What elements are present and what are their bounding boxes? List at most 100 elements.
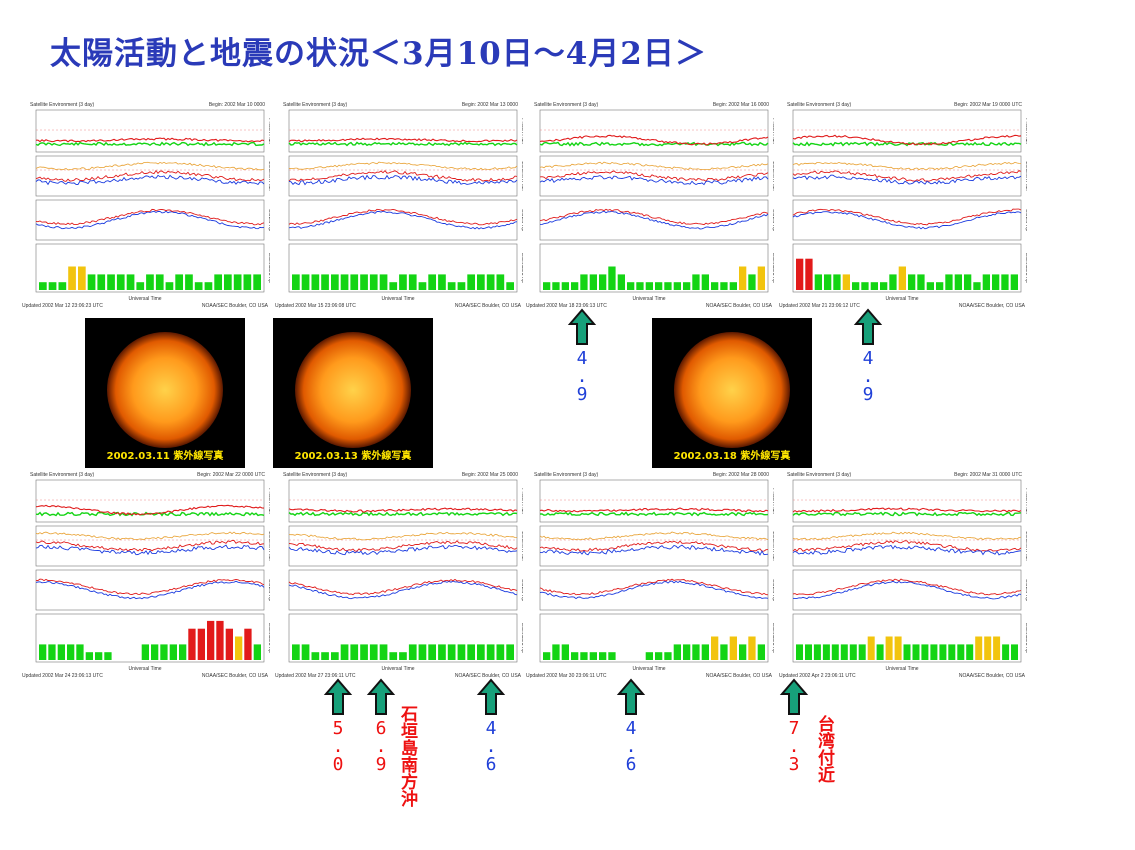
side-label: GOES Hp [267, 209, 270, 231]
side-label: Proton Flux [1024, 488, 1027, 514]
kp-bar [966, 644, 974, 660]
sun-disk-icon [674, 332, 790, 448]
kp-bar [964, 274, 972, 290]
goes-blue-series [288, 580, 518, 600]
side-label: Electron Flux [520, 161, 523, 191]
kp-bar [589, 652, 597, 660]
kp-bar [486, 644, 495, 660]
kp-bar [831, 644, 839, 660]
kp-bar [331, 274, 339, 290]
kp-bar [813, 644, 821, 660]
kp-bar [814, 274, 822, 290]
side-label: Estimated Kp [771, 253, 774, 283]
panel-xlabel: Universal Time [632, 666, 665, 672]
goes-red-series [792, 578, 1022, 596]
side-label: Electron Flux [771, 531, 774, 561]
kp-bar [608, 652, 616, 660]
kp-bar [561, 644, 569, 660]
panel-xlabel: Universal Time [128, 666, 161, 672]
satellite-panel: Satellite Environment (3 day) Begin: 2002… [273, 470, 526, 680]
kp-bar [870, 282, 878, 290]
satellite-panel: Satellite Environment (3 day) Begin: 2002… [777, 470, 1030, 680]
kp-bar [95, 652, 103, 660]
side-label: Estimated Kp [520, 253, 523, 283]
kp-bar [711, 636, 719, 660]
kp-bar [68, 266, 76, 290]
kp-bar [321, 652, 329, 660]
kp-bar [160, 644, 168, 660]
subplot-frame [792, 613, 1022, 663]
kp-bar [885, 636, 893, 660]
kp-bar [57, 644, 65, 660]
electron-orange-series [539, 161, 769, 171]
kp-bar [954, 274, 962, 290]
electron-orange-series [35, 161, 265, 171]
proton-green-series [792, 511, 1022, 517]
kp-bar [340, 274, 349, 290]
kp-bar [894, 636, 902, 660]
magnitude-digit: . [375, 736, 387, 757]
kp-bar [311, 652, 320, 660]
subplot-frame [35, 525, 265, 567]
proton-green-series [539, 511, 769, 517]
kp-bar [939, 644, 947, 660]
panel-footer-right: NOAA/SEC Boulder, CO USA [959, 303, 1026, 309]
panel-footer-left: Updated 2002 Mar 27 23:06:11 UTC [275, 673, 356, 679]
subplot-frame [792, 479, 1022, 523]
kp-bar [136, 282, 145, 290]
goes-blue-series [35, 580, 265, 600]
kp-bar [842, 274, 850, 290]
kp-bar [379, 644, 388, 660]
kp-bar [993, 636, 1001, 660]
kp-bar [580, 274, 588, 290]
side-label: GOES Hp [771, 209, 774, 231]
kp-bar [957, 644, 965, 660]
side-label: GOES Hp [1024, 209, 1027, 231]
satellite-panel: Satellite Environment (3 day) Begin: 2002… [273, 100, 526, 310]
kp-bar [757, 266, 765, 290]
kp-bar [116, 274, 125, 290]
electron-orange-series [288, 531, 518, 541]
kp-bar [331, 652, 339, 660]
electron-blue-series [35, 544, 265, 556]
sun-caption: 2002.03.11 紫外線写真 [106, 451, 224, 462]
kp-bar [849, 644, 857, 660]
subplot-frame [35, 199, 265, 241]
electron-blue-series [288, 544, 518, 556]
kp-bar [165, 282, 174, 290]
kp-bar [936, 282, 944, 290]
kp-bar [169, 644, 177, 660]
kp-bar [903, 644, 911, 660]
kp-bar [599, 652, 607, 660]
side-label: GOES Hp [1024, 579, 1027, 601]
kp-bar [477, 274, 485, 290]
earthquake-marker: 6.9 [366, 678, 396, 774]
kp-bar [76, 644, 84, 660]
sun-disk-icon [107, 332, 223, 448]
panel-svg: Satellite Environment (3 day) Begin: 2002… [22, 472, 273, 679]
proton-green-series [288, 511, 518, 517]
side-label: Estimated Kp [520, 623, 523, 653]
kp-bar [571, 652, 579, 660]
kp-bar [233, 274, 242, 290]
subplot-frame [288, 199, 518, 241]
proton-red-series [792, 507, 1022, 513]
kp-bar [739, 644, 747, 660]
panel-footer-left: Updated 2002 Mar 30 23:06:11 UTC [526, 673, 607, 679]
proton-green-series [792, 141, 1022, 147]
kp-bar [399, 274, 407, 290]
kp-bar [876, 644, 884, 660]
electron-blue-series [288, 174, 518, 186]
kp-bar [179, 644, 187, 660]
kp-bar [889, 274, 897, 290]
magnitude-digit: 6 [375, 718, 387, 739]
panel-svg: Satellite Environment (3 day) Begin: 2002… [275, 102, 526, 309]
kp-bar [1002, 644, 1010, 660]
kp-bar [39, 282, 47, 290]
kp-bar [975, 636, 983, 660]
kp-bar [58, 282, 67, 290]
kp-bar [301, 644, 310, 660]
subplot-frame [792, 155, 1022, 197]
goes-red-series [539, 208, 769, 226]
panel-footer-left: Updated 2002 Mar 18 23:06:13 UTC [526, 303, 607, 309]
